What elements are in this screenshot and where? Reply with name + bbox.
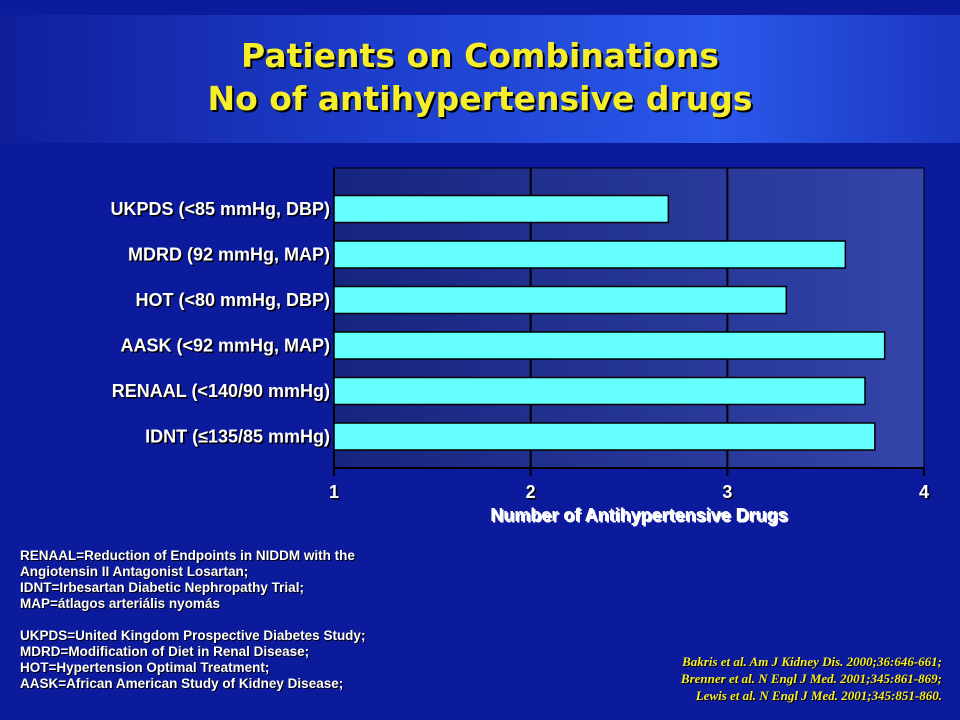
reference-line: Bakris et al. Am J Kidney Dis. 2000;36:6…	[682, 654, 942, 669]
title-line-1: Patients on Combinations	[241, 36, 719, 75]
x-tick-label: 4	[919, 482, 929, 502]
category-label-shadow: HOT (<80 mmHg, DBP)	[137, 292, 332, 312]
x-axis-title-shadow: Number of Antihypertensive Drugs	[492, 507, 789, 527]
category-label-shadow: UKPDS (<85 mmHg, DBP)	[112, 201, 332, 221]
abbreviation-line: MDRD=Modification of Diet in Renal Disea…	[20, 644, 310, 659]
category-label: MDRD (92 mmHg, MAP)	[128, 245, 330, 265]
category-label-shadow: IDNT (≤135/85 mmHg)	[147, 428, 332, 448]
bars	[333, 194, 886, 451]
x-ticks: 11 22 33 44	[329, 467, 931, 504]
x-tick-label-shadow: 4	[920, 484, 930, 504]
x-tick-label-shadow: 1	[330, 484, 340, 504]
x-tick-label-shadow: 2	[527, 484, 537, 504]
abbreviation-line: AASK=African American Study of Kidney Di…	[20, 676, 344, 691]
reference-line: Lewis et al. N Engl J Med. 2001;345:851-…	[695, 688, 942, 703]
x-axis-title-group: Number of Antihypertensive Drugs Number …	[490, 505, 789, 527]
bar	[333, 194, 670, 224]
category-label-shadow: AASK (<92 mmHg, MAP)	[122, 337, 332, 357]
title-band	[0, 15, 960, 143]
x-tick-label-shadow: 3	[724, 484, 734, 504]
x-tick-label: 3	[722, 482, 732, 502]
category-label-shadow: MDRD (92 mmHg, MAP)	[129, 246, 331, 266]
reference-line: Brenner et al. N Engl J Med. 2001;345:86…	[680, 671, 942, 686]
references-block: Bakris et al. Am J Kidney Dis. 2000;36:6…	[681, 653, 942, 704]
bar	[333, 376, 866, 406]
category-label: IDNT (≤135/85 mmHg)	[145, 427, 330, 447]
abbreviation-line: HOT=Hypertension Optimal Treatment;	[20, 660, 270, 675]
bar	[333, 422, 876, 451]
abbreviation-line: IDNT=Irbesartan Diabetic Nephropathy Tri…	[20, 580, 304, 595]
x-tick-label: 1	[329, 482, 339, 502]
category-labels: UKPDS (<85 mmHg, DBP)UKPDS (<85 mmHg, DB…	[110, 199, 331, 448]
x-tick-label: 2	[526, 482, 536, 502]
x-axis-title: Number of Antihypertensive Drugs	[490, 505, 787, 525]
abbreviation-line: Angiotensin II Antagonist Losartan;	[20, 564, 249, 579]
title-line-2: No of antihypertensive drugs	[207, 79, 753, 118]
abbreviation-line: UKPDS=United Kingdom Prospective Diabete…	[20, 628, 366, 643]
category-label: HOT (<80 mmHg, DBP)	[135, 290, 330, 310]
bar	[333, 331, 886, 360]
abbreviation-line: MAP=átlagos arteriális nyomás	[20, 596, 220, 611]
slide-title: Patients on Combinations No of antihyper…	[0, 34, 960, 120]
category-label: RENAAL (<140/90 mmHg)	[112, 381, 330, 401]
bar	[333, 240, 847, 269]
abbreviations-block: RENAAL=Reduction of Endpoints in NIDDM w…	[20, 548, 490, 692]
category-label: UKPDS (<85 mmHg, DBP)	[110, 199, 330, 219]
spacer	[20, 612, 490, 628]
category-label: AASK (<92 mmHg, MAP)	[120, 336, 330, 356]
category-label-shadow: RENAAL (<140/90 mmHg)	[113, 383, 331, 403]
bar	[333, 285, 788, 315]
abbreviation-line: RENAAL=Reduction of Endpoints in NIDDM w…	[20, 548, 355, 563]
